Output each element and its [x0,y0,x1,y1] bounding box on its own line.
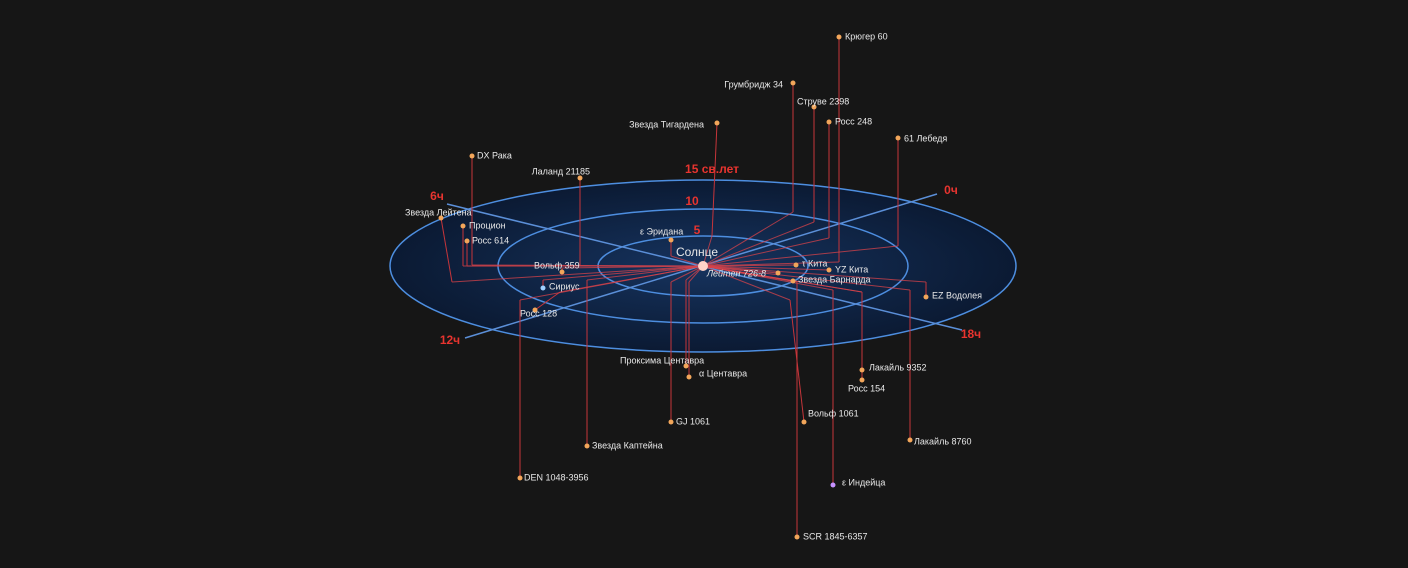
star-dot [532,307,538,313]
star-dot [438,215,444,221]
star-dot [559,269,565,275]
star-dot [895,135,901,141]
ring-label: 10 [685,194,699,208]
star-label: Лейтен 726-8 [706,268,766,278]
hour-label: 12ч [440,333,460,347]
radial-line [702,237,830,267]
star-label: Вольф 1061 [808,408,859,418]
star-dot [683,363,689,369]
stem-line [711,122,718,237]
star-label: Росс 614 [472,235,509,245]
star-label: Звезда Барнарда [798,274,871,284]
star-dot [668,237,674,243]
hour-label: 18ч [961,327,981,341]
star-label: Росс 248 [835,116,872,126]
star-dot [859,367,865,373]
radial-line [702,265,791,301]
star-dot [540,285,546,291]
star-label: ε Индейца [842,477,885,487]
star-label: EZ Водолея [932,290,982,300]
star-label: YZ Кита [835,264,868,274]
star-label: DEN 1048-3956 [524,472,589,482]
star-label: Проксима Центавра [620,355,704,365]
star-label: Грумбридж 34 [724,79,783,89]
star-dot [801,419,807,425]
star-dot [859,377,865,383]
star-dot [830,482,836,488]
radial-line [702,265,798,283]
sun-label: Солнце [676,245,718,259]
radial-line [670,265,704,283]
radial-line [561,265,704,269]
star-dot [794,534,800,540]
star-dot [836,34,842,40]
star-dot [826,267,832,273]
radial-line [702,221,815,267]
radial-line [702,265,830,271]
star-dot [577,175,583,181]
star-label: Лаланд 21185 [532,166,590,176]
star-label: SCR 1845-6357 [803,531,868,541]
star-dot [790,278,796,284]
stem-line [534,291,561,311]
star-label: Звезда Лейтена [405,207,472,217]
stars: Крюгер 60 Грумбридж 34 Струве 2398 Росс 248… [405,31,982,541]
star-dot [793,262,799,268]
star-dot [464,238,470,244]
star-label: α Центавра [699,368,747,378]
ring-label: 15 св.лет [685,162,739,176]
radial-line [702,265,911,291]
star-dot [923,294,929,300]
star-label: Росс 128 [520,308,557,318]
star-dot [469,153,475,159]
star-label: Процион [469,220,506,230]
radial-line [702,265,927,283]
star-dot [714,120,720,126]
star-dot [775,270,781,276]
sun [698,261,708,271]
radial-line [702,211,794,267]
star-dot [584,443,590,449]
star-label: ε Эридана [640,226,683,236]
radial-line [451,265,704,283]
star-label: DX Рака [477,150,512,160]
star-label: Росс 154 [848,383,885,393]
star-dot [790,80,796,86]
stem-line [440,217,453,283]
radial-line [702,235,713,267]
star-label: Звезда Тигардена [629,119,704,129]
star-dot [517,475,523,481]
star-dot [826,119,832,125]
star-dot [907,437,913,443]
star-label: Вольф 359 [534,260,580,270]
star-dot [460,223,466,229]
radial-line [702,264,797,267]
star-label: Лакайль 8760 [914,436,972,446]
radial-line [670,255,704,267]
star-label: Лакайль 9352 [869,362,927,372]
ring-label: 5 [694,223,701,237]
radial-line [586,265,704,281]
star-dot [686,374,692,380]
star-label: Струве 2398 [797,96,849,106]
star-dot [811,104,817,110]
star-label: Звезда Каптейна [592,440,663,450]
star-label: Крюгер 60 [845,31,888,41]
radial-line [519,265,704,301]
radial-line [702,245,899,267]
star-label: GJ 1061 [676,416,710,426]
stems [440,37,927,537]
star-dot [668,419,674,425]
hour-label: 0ч [944,183,958,197]
star-label: τ Кита [802,258,827,268]
radial-line [542,265,704,281]
hour-label: 6ч [430,189,444,203]
star-label: 61 Лебедя [904,133,947,143]
star-label: Сириус [549,281,580,291]
